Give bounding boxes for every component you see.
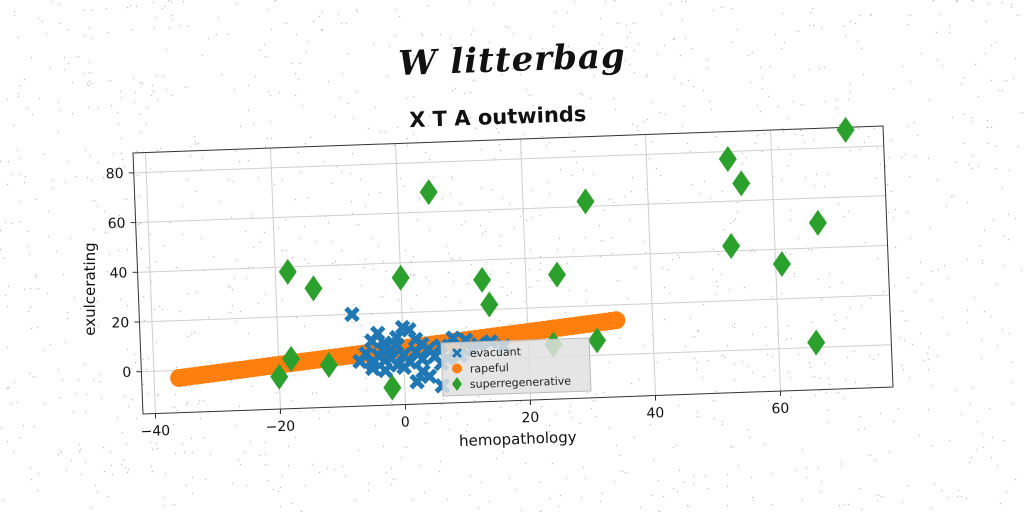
legend-label: rapeful xyxy=(470,361,509,375)
x-axis-label: hemopathology xyxy=(459,428,577,450)
superregenerative-point xyxy=(383,375,401,401)
superregenerative-point xyxy=(576,188,594,214)
y-tick-label: 80 xyxy=(106,166,124,183)
legend-label: evacuant xyxy=(470,345,522,360)
superregenerative-point xyxy=(420,179,438,205)
superregenerative-point xyxy=(304,275,322,301)
y-axis-label: exulcerating xyxy=(81,242,99,335)
x-tick-label: 20 xyxy=(521,410,539,427)
superregenerative-point xyxy=(732,170,750,196)
superregenerative-point xyxy=(807,329,825,355)
superregenerative-point xyxy=(279,259,297,285)
superregenerative-point xyxy=(722,233,740,259)
x-gridline xyxy=(146,153,156,414)
tick-labels: −40 −20 0 20 40 60 0 20 40 60 80 xyxy=(106,166,790,440)
y-tick-label: 0 xyxy=(122,365,131,381)
chart-title: X T A outwinds xyxy=(409,102,587,132)
y-tick-label: 60 xyxy=(107,216,125,233)
x-gridline xyxy=(646,135,656,396)
rapeful-point xyxy=(607,311,625,329)
superregenerative-point xyxy=(473,267,491,293)
legend-marker-rapeful xyxy=(452,364,462,374)
superregenerative-point xyxy=(837,117,855,143)
superregenerative-point xyxy=(548,262,566,288)
x-tick-label: −40 xyxy=(140,423,170,440)
superregenerative-point xyxy=(809,210,827,236)
superregenerative-point xyxy=(719,146,737,172)
x-tick-label: 40 xyxy=(646,405,664,422)
x-tick-label: −20 xyxy=(265,419,295,436)
evacuant-point xyxy=(379,364,391,376)
x-tick-label: 60 xyxy=(771,401,789,418)
superregenerative-point xyxy=(480,291,498,317)
y-tick-label: 20 xyxy=(111,315,129,332)
x-tick-label: 0 xyxy=(401,414,410,430)
superregenerative-point xyxy=(392,265,410,291)
y-tick-label: 40 xyxy=(109,265,127,282)
